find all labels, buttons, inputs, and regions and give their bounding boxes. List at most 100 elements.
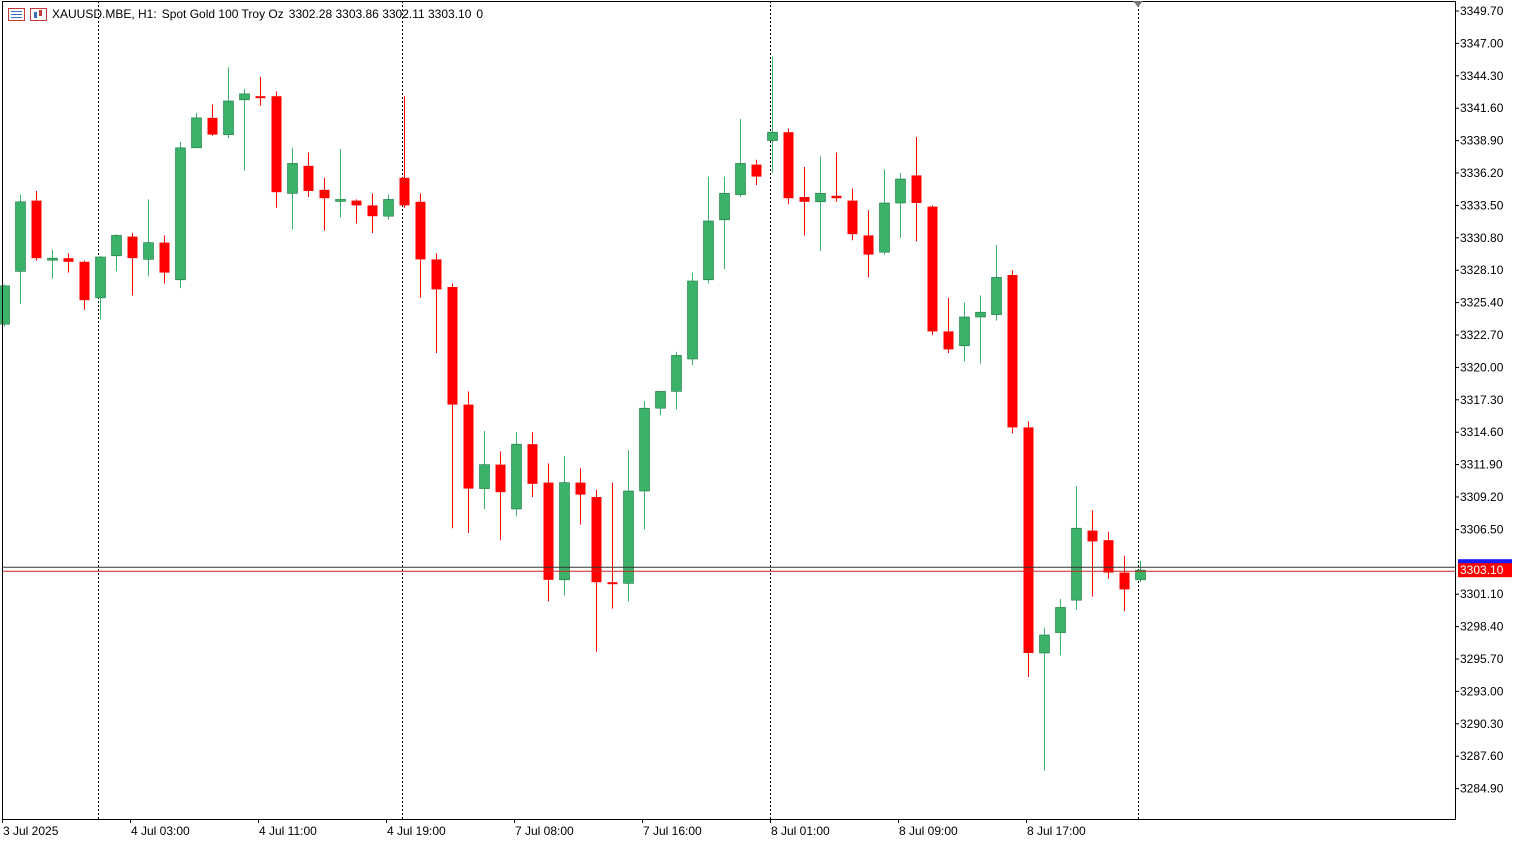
y-tick-label: 3317.30 xyxy=(1460,393,1504,407)
ohlc-values: 3302.28 3303.86 3302.11 3303.10 xyxy=(288,7,472,21)
candle-body xyxy=(159,242,170,273)
candle xyxy=(303,152,314,197)
candle xyxy=(527,432,538,497)
candle-body xyxy=(719,193,730,221)
x-tick-label: 8 Jul 17:00 xyxy=(1027,824,1086,838)
candle xyxy=(703,176,714,284)
candle-body xyxy=(607,582,618,585)
y-tick-label: 3306.50 xyxy=(1460,522,1504,536)
candle xyxy=(351,199,362,224)
candle-body xyxy=(639,407,650,492)
candle-body xyxy=(351,200,362,206)
candle-body xyxy=(751,164,762,177)
candle xyxy=(447,283,458,529)
candle-body xyxy=(1071,527,1082,601)
candle-body xyxy=(271,96,282,193)
candle-body xyxy=(1135,569,1146,581)
candle xyxy=(895,173,906,238)
candle-body xyxy=(415,201,426,260)
candle xyxy=(207,104,218,136)
candle xyxy=(271,91,282,208)
candle-body xyxy=(191,117,202,149)
candle-body xyxy=(863,235,874,255)
candle-body xyxy=(95,256,106,299)
candle xyxy=(943,297,954,353)
y-tick-label: 3287.60 xyxy=(1460,749,1504,763)
candle-body xyxy=(15,201,26,272)
shift-marker-icon xyxy=(1133,1,1143,7)
candle-body xyxy=(479,464,490,489)
candle xyxy=(367,193,378,233)
candle-body xyxy=(815,193,826,203)
candle-body xyxy=(527,444,538,484)
candle-body xyxy=(879,202,890,253)
candle xyxy=(335,149,346,218)
candle xyxy=(559,456,570,596)
x-tick-label: 3 Jul 2025 xyxy=(3,824,59,838)
candle xyxy=(511,432,522,517)
y-tick-label: 3330.80 xyxy=(1460,231,1504,245)
candle-body xyxy=(831,195,842,199)
candle-body xyxy=(127,236,138,259)
candle xyxy=(863,210,874,278)
candle-body xyxy=(1103,540,1114,573)
y-tick-label: 3349.70 xyxy=(1460,4,1504,18)
candle-body xyxy=(207,117,218,135)
price-axis[interactable]: 3349.70 3347.00 3344.30 3341.60 3338.90 3336.… xyxy=(1455,4,1512,796)
quick-list-icon[interactable] xyxy=(8,7,25,21)
candle xyxy=(479,431,490,509)
candle xyxy=(959,302,970,362)
candle xyxy=(111,234,122,272)
candle xyxy=(671,351,682,410)
candle xyxy=(79,260,90,310)
y-tick-label: 3295.70 xyxy=(1460,652,1504,666)
candle-body xyxy=(223,100,234,135)
y-tick-label: 3290.30 xyxy=(1460,717,1504,731)
candle xyxy=(767,56,778,173)
y-tick-label: 3347.00 xyxy=(1460,36,1504,50)
y-tick-label: 3344.30 xyxy=(1460,69,1504,83)
x-tick-label: 4 Jul 11:00 xyxy=(259,824,317,838)
candle xyxy=(879,169,890,255)
symbol-timeframe: XAUUSD.MBE, H1: xyxy=(52,7,157,21)
candle-body xyxy=(447,287,458,405)
candle xyxy=(719,176,730,269)
candle xyxy=(239,89,250,171)
candle xyxy=(687,272,698,365)
candle-body xyxy=(399,177,410,206)
candle xyxy=(47,249,58,279)
candle xyxy=(63,253,74,273)
candle xyxy=(543,463,554,602)
candle xyxy=(639,401,650,530)
candle-body xyxy=(1007,275,1018,428)
candle-body xyxy=(239,93,250,101)
candle-body xyxy=(1039,634,1050,654)
chart-window-icon[interactable] xyxy=(30,7,47,21)
last-price-box xyxy=(1458,563,1512,578)
time-axis[interactable]: 3 Jul 2025 4 Jul 03:00 4 Jul 11:00 4 Jul 19… xyxy=(2,819,1087,838)
candle xyxy=(799,167,810,236)
y-tick-label: 3284.90 xyxy=(1460,782,1504,796)
y-tick-label: 3320.00 xyxy=(1460,360,1504,374)
candle-body xyxy=(623,490,634,584)
x-tick-label: 7 Jul 16:00 xyxy=(643,824,702,838)
x-tick-label: 4 Jul 03:00 xyxy=(131,824,190,838)
candle-body xyxy=(383,199,394,217)
candle xyxy=(223,67,234,139)
candle xyxy=(431,253,442,353)
candle-body xyxy=(671,355,682,392)
price-lines xyxy=(2,566,1455,572)
symbol-description: Spot Gold 100 Troy Oz xyxy=(161,7,284,21)
y-tick-label: 3314.60 xyxy=(1460,425,1504,439)
y-tick-label: 3341.60 xyxy=(1460,101,1504,115)
candle xyxy=(575,468,586,525)
candle xyxy=(463,391,474,533)
candle-body xyxy=(1119,572,1130,590)
candle-body xyxy=(287,163,298,194)
candle-body xyxy=(63,258,74,262)
candle xyxy=(159,235,170,284)
y-tick-label: 3333.50 xyxy=(1460,198,1504,212)
candle-body xyxy=(511,443,522,510)
candle-body xyxy=(767,131,778,141)
